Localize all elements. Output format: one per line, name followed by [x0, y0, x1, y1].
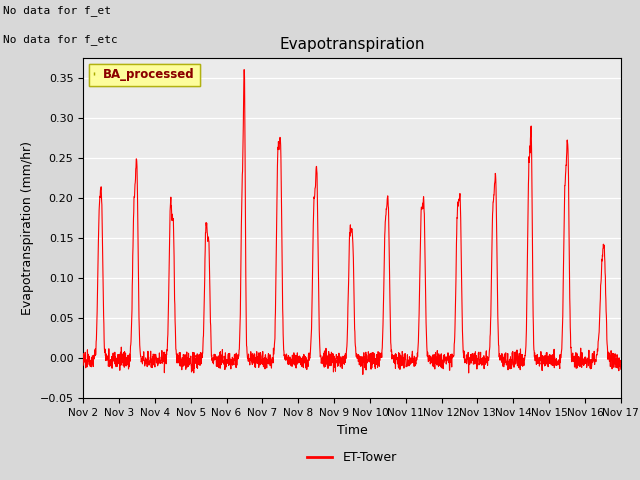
Title: Evapotranspiration: Evapotranspiration	[279, 37, 425, 52]
Text: No data for f_etc: No data for f_etc	[3, 34, 118, 45]
X-axis label: Time: Time	[337, 424, 367, 437]
Text: No data for f_et: No data for f_et	[3, 5, 111, 16]
Y-axis label: Evapotranspiration (mm/hr): Evapotranspiration (mm/hr)	[21, 141, 34, 315]
Legend: BA_processed: BA_processed	[89, 63, 200, 86]
Legend: ET-Tower: ET-Tower	[302, 446, 402, 469]
